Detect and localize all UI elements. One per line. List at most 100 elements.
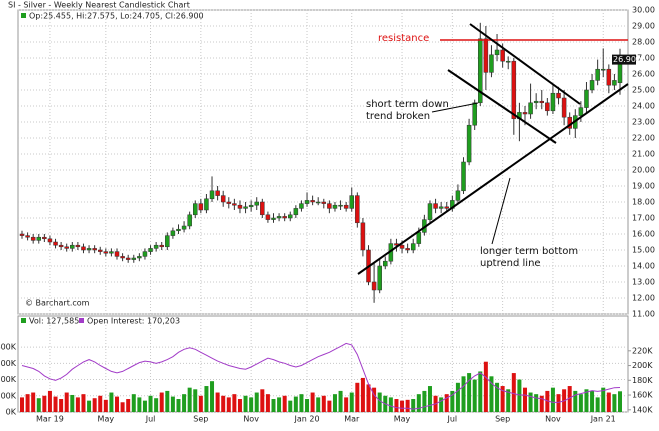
- candle-body: [600, 68, 606, 71]
- volume-bar: [439, 397, 444, 412]
- volume-bar: [204, 386, 209, 412]
- candle-body: [405, 248, 410, 251]
- candle-body: [86, 248, 92, 251]
- header-swatch: [21, 13, 26, 18]
- candle-body: [349, 195, 354, 209]
- volume-bar: [221, 395, 226, 412]
- volume-bar: [612, 394, 617, 412]
- volume-bar: [478, 371, 483, 412]
- volume-bar: [70, 394, 75, 412]
- ohlc-header: Op:25.455, Hi:27.575, Lo:24.705, Cl:26.9…: [29, 12, 204, 21]
- volume-bar: [400, 400, 405, 412]
- x-tick-label: Sep: [193, 415, 208, 424]
- volume-bar: [422, 390, 427, 412]
- candle-body: [114, 251, 120, 257]
- volume-bar: [249, 397, 254, 412]
- volume-bar: [59, 399, 64, 412]
- candle-body: [265, 214, 271, 220]
- volume-bar: [215, 392, 220, 412]
- candle-body: [550, 92, 556, 112]
- volume-bar: [260, 389, 265, 412]
- volume-bar: [372, 387, 377, 412]
- uptrend-line: [357, 83, 629, 275]
- legend-swatch: [21, 318, 26, 323]
- candle-body: [137, 256, 142, 259]
- candle-body: [595, 68, 600, 81]
- candle-body: [260, 201, 265, 216]
- y-tick-label: 14.00: [632, 262, 655, 271]
- volume-bar: [271, 399, 276, 412]
- candle-body: [97, 249, 103, 252]
- volume-bar: [506, 389, 511, 412]
- candle-body: [53, 241, 58, 246]
- downtrend-upper: [469, 23, 581, 105]
- candle-body: [19, 233, 25, 236]
- candle-body: [25, 235, 30, 238]
- volume-bar: [534, 394, 539, 412]
- y-tick-label: 29.00: [632, 22, 655, 31]
- volume-bar: [444, 394, 449, 412]
- volume-bar: [75, 397, 80, 412]
- arrow: [431, 102, 479, 113]
- volume-bar: [495, 382, 500, 412]
- candle-body: [416, 232, 422, 244]
- candle-body: [315, 201, 321, 204]
- y-tick-label: 18.00: [632, 198, 655, 207]
- candle-body: [187, 214, 192, 227]
- annotation: uptrend line: [480, 258, 541, 269]
- candle-body: [399, 244, 405, 249]
- volume-bar: [455, 382, 460, 412]
- candle-body: [165, 235, 170, 248]
- candle-body: [131, 257, 137, 260]
- candle-body: [427, 203, 433, 220]
- candle-body: [103, 251, 109, 254]
- open-interest-line: [21, 342, 621, 410]
- candle-body: [522, 112, 528, 115]
- volume-bar: [170, 396, 175, 412]
- candle-body: [226, 201, 232, 204]
- y-tick-label: 22.00: [632, 134, 655, 143]
- volume-bar: [20, 397, 24, 412]
- volume-bar: [137, 397, 142, 412]
- x-tick-label: Jul: [447, 415, 458, 424]
- volume-bar: [528, 392, 533, 412]
- volume-bar: [31, 392, 36, 412]
- volume-bar: [573, 390, 578, 412]
- candle-body: [578, 107, 584, 116]
- candle-body: [433, 203, 438, 209]
- candle-body: [332, 204, 338, 209]
- x-tick-label: Jan 20: [293, 415, 319, 424]
- candle-body: [81, 246, 86, 251]
- candle-body: [299, 203, 304, 209]
- candle-body: [304, 200, 310, 204]
- candle-body: [539, 100, 545, 104]
- y2-tick-label: 180K: [632, 376, 653, 385]
- downtrend-lower: [447, 69, 557, 144]
- candle-body: [505, 60, 511, 63]
- candle-body: [360, 222, 366, 251]
- candle-body: [371, 281, 377, 291]
- candle-body: [478, 38, 483, 104]
- volume-bar: [288, 400, 293, 412]
- candle-body: [75, 244, 81, 248]
- candle-body: [472, 102, 477, 126]
- annotation: resistance: [378, 33, 429, 44]
- volume-bar: [310, 392, 315, 412]
- x-tick-label: Jan 21: [590, 415, 616, 424]
- volume-bar: [327, 400, 332, 412]
- volume-bar: [277, 397, 282, 412]
- y-tick-label: 21.00: [632, 150, 655, 159]
- x-tick-label: May: [98, 415, 115, 424]
- volume-bar: [517, 379, 522, 412]
- volume-bar: [427, 386, 432, 412]
- candle-body: [148, 248, 153, 252]
- candle-body: [377, 265, 382, 291]
- candle-body: [170, 230, 176, 236]
- volume-bar: [154, 398, 159, 412]
- candle-body: [120, 256, 125, 259]
- y-tick-label: 15.00: [632, 246, 655, 255]
- volume-bar: [87, 400, 92, 412]
- annotation: trend broken: [366, 111, 430, 122]
- y-tick-label: 17.00: [632, 214, 655, 223]
- volume-bar: [511, 373, 516, 412]
